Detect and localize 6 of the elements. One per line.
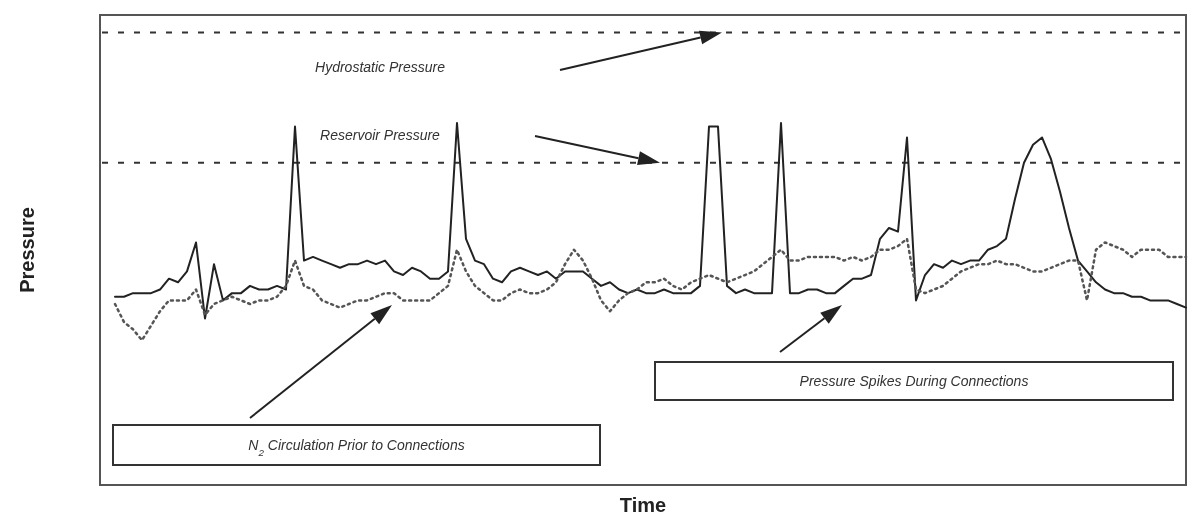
annotation: N$_{2}$ Circulation Prior to Connections <box>248 437 465 458</box>
ref-line-label: Reservoir Pressure <box>320 127 441 143</box>
ref-line-label: Hydrostatic Pressure <box>315 59 446 75</box>
x-axis-title: Time <box>619 494 667 516</box>
y-axis-title: Pressure <box>16 207 38 293</box>
annotation: Pressure Spikes During Connections <box>799 373 1029 389</box>
